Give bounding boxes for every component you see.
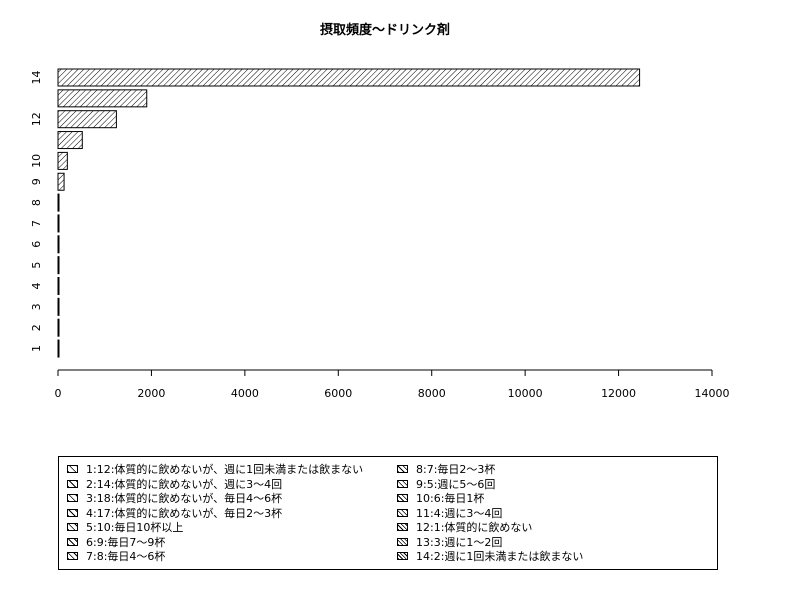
legend-label: 12:1:体質的に飲めない <box>416 521 533 535</box>
y-tick-label: 9 <box>30 178 43 185</box>
legend-item: 6:9:毎日7～9杯 <box>67 535 363 550</box>
legend-column-left: 1:12:体質的に飲めないが、週に1回未満または飲まない 2:14:体質的に飲めな… <box>67 462 363 564</box>
legend-swatch <box>67 552 78 561</box>
bar-9 <box>57 172 65 191</box>
bar-4 <box>57 277 60 295</box>
bar-5 <box>57 256 60 275</box>
legend-swatch <box>397 537 408 546</box>
x-tick-label: 12000 <box>601 387 636 400</box>
y-tick-label: 6 <box>30 241 43 248</box>
legend-label: 8:7:毎日2～3杯 <box>416 463 496 477</box>
bar-10 <box>57 151 68 170</box>
y-tick-label: 8 <box>30 199 43 206</box>
bar-2 <box>57 318 60 337</box>
x-tick-label: 4000 <box>231 387 259 400</box>
legend-label: 14:2:週に1回未満または飲まない <box>416 550 584 564</box>
legend-column-right: 8:7:毎日2～3杯 9:5:週に5～6回 10:6:毎日1杯 11:4:週に3～4回… <box>397 462 583 564</box>
legend-label: 2:14:体質的に飲めないが、週に3～4回 <box>86 477 283 491</box>
legend-item: 5:10:毎日10杯以上 <box>67 520 363 535</box>
bar-1 <box>57 339 60 358</box>
bar-7 <box>57 214 60 233</box>
legend-swatch <box>67 494 78 503</box>
chart-title: 摂取頻度～ドリンク剤 <box>320 22 450 38</box>
y-tick-label: 10 <box>30 154 43 168</box>
legend-swatch <box>397 523 408 532</box>
legend-item: 2:14:体質的に飲めないが、週に3～4回 <box>67 477 363 492</box>
legend-label: 11:4:週に3～4回 <box>416 506 503 520</box>
bar-14 <box>57 68 641 87</box>
x-tick-label: 2000 <box>137 387 165 400</box>
x-tick-label: 14000 <box>695 387 730 400</box>
legend-swatch <box>67 479 78 488</box>
legend-swatch <box>67 523 78 532</box>
legend-label: 6:9:毎日7～9杯 <box>86 535 166 549</box>
x-tick-label: 10000 <box>508 387 543 400</box>
legend-label: 3:18:体質的に飲めないが、毎日4～6杯 <box>86 492 283 506</box>
x-tick-label: 0 <box>55 387 62 400</box>
bars-group <box>57 68 641 358</box>
bar-13 <box>57 89 148 108</box>
y-tick-label: 3 <box>30 303 43 310</box>
y-tick-label: 5 <box>30 262 43 269</box>
y-tick-label: 12 <box>30 112 43 126</box>
legend-item: 10:6:毎日1杯 <box>397 491 583 506</box>
y-tick-label: 2 <box>30 324 43 331</box>
legend-swatch <box>397 552 408 561</box>
bar-6 <box>57 235 60 254</box>
legend-swatch <box>67 537 78 546</box>
legend-item: 1:12:体質的に飲めないが、週に1回未満または飲まない <box>67 462 363 477</box>
bar-3 <box>57 297 60 316</box>
x-axis: 0 2000 4000 6000 8000 10000 12000 14000 <box>55 369 730 400</box>
legend-swatch <box>67 508 78 517</box>
legend-item: 11:4:週に3～4回 <box>397 506 583 521</box>
bar-11 <box>57 131 83 150</box>
legend-swatch <box>397 465 408 474</box>
legend-label: 1:12:体質的に飲めないが、週に1回未満または飲まない <box>86 463 364 477</box>
x-tick-label: 8000 <box>418 387 446 400</box>
legend-label: 13:3:週に1～2回 <box>416 535 503 549</box>
legend-swatch <box>397 508 408 517</box>
legend-item: 3:18:体質的に飲めないが、毎日4～6杯 <box>67 491 363 506</box>
legend: 1:12:体質的に飲めないが、週に1回未満または飲まない 2:14:体質的に飲めな… <box>58 456 718 570</box>
legend-item: 9:5:週に5～6回 <box>397 477 583 492</box>
legend-item: 7:8:毎日4～6杯 <box>67 549 363 564</box>
legend-swatch <box>397 494 408 503</box>
legend-item: 14:2:週に1回未満または飲まない <box>397 549 583 564</box>
legend-item: 13:3:週に1～2回 <box>397 535 583 550</box>
legend-label: 4:17:体質的に飲めないが、毎日2～3杯 <box>86 506 283 520</box>
legend-item: 12:1:体質的に飲めない <box>397 520 583 535</box>
legend-label: 7:8:毎日4～6杯 <box>86 550 166 564</box>
legend-item: 8:7:毎日2～3杯 <box>397 462 583 477</box>
y-tick-label: 1 <box>30 345 43 352</box>
y-tick-label: 7 <box>30 220 43 227</box>
x-tick-label: 6000 <box>324 387 352 400</box>
legend-swatch <box>397 479 408 488</box>
y-tick-label: 14 <box>30 71 43 85</box>
bar-12 <box>57 110 117 129</box>
legend-label: 9:5:週に5～6回 <box>416 477 496 491</box>
y-tick-label: 4 <box>30 283 43 290</box>
bar-8 <box>57 193 60 212</box>
legend-label: 10:6:毎日1杯 <box>416 492 485 506</box>
legend-swatch <box>67 465 78 474</box>
legend-item: 4:17:体質的に飲めないが、毎日2～3杯 <box>67 506 363 521</box>
legend-label: 5:10:毎日10杯以上 <box>86 521 184 535</box>
